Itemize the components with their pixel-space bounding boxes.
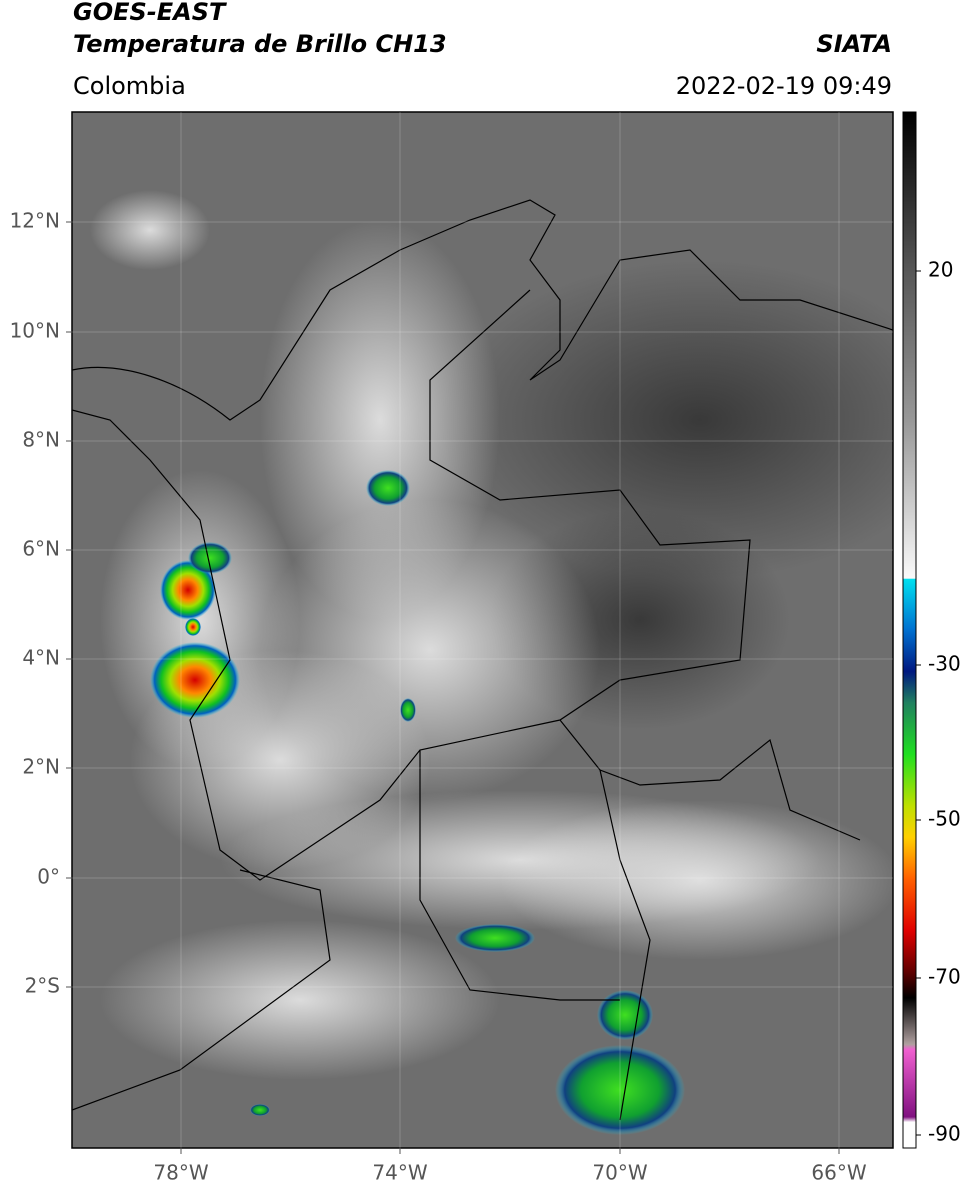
lon-label: 74°W bbox=[372, 1161, 427, 1185]
colorbar-label: 20 bbox=[928, 258, 953, 282]
lon-label: 70°W bbox=[592, 1161, 647, 1185]
lon-label: 66°W bbox=[811, 1161, 866, 1185]
datetime: 2022-02-19 09:49 bbox=[676, 72, 892, 100]
colorbar-label: -50 bbox=[928, 807, 961, 831]
colorbar-labels: 20 -30 -50 -70 -90 bbox=[916, 258, 961, 1146]
colorbar-label: -70 bbox=[928, 965, 961, 989]
colorbar-label: -30 bbox=[928, 652, 961, 676]
product: Temperatura de Brillo CH13 bbox=[73, 30, 447, 58]
lat-label: 12°N bbox=[10, 209, 60, 233]
lat-label: 10°N bbox=[10, 319, 60, 343]
lon-label: 78°W bbox=[153, 1161, 208, 1185]
lat-label: 0° bbox=[37, 865, 60, 889]
source: SIATA bbox=[816, 30, 892, 58]
map-frame bbox=[71, 111, 894, 1149]
lat-label: 2°S bbox=[25, 974, 60, 998]
satellite-image bbox=[72, 112, 893, 1148]
lat-label: 8°N bbox=[22, 428, 60, 452]
lat-label: 6°N bbox=[22, 537, 60, 561]
colorbar-label: -90 bbox=[928, 1122, 961, 1146]
graticule: 12°N 10°N 8°N 6°N 4°N 2°N 0° 2°S 78°W 74°W 70°W 66°… bbox=[10, 112, 893, 1185]
lat-label: 4°N bbox=[22, 646, 60, 670]
lat-label: 2°N bbox=[22, 755, 60, 779]
region: Colombia bbox=[73, 72, 186, 100]
colorbar bbox=[902, 111, 917, 1149]
satellite: GOES-EAST bbox=[73, 0, 227, 26]
